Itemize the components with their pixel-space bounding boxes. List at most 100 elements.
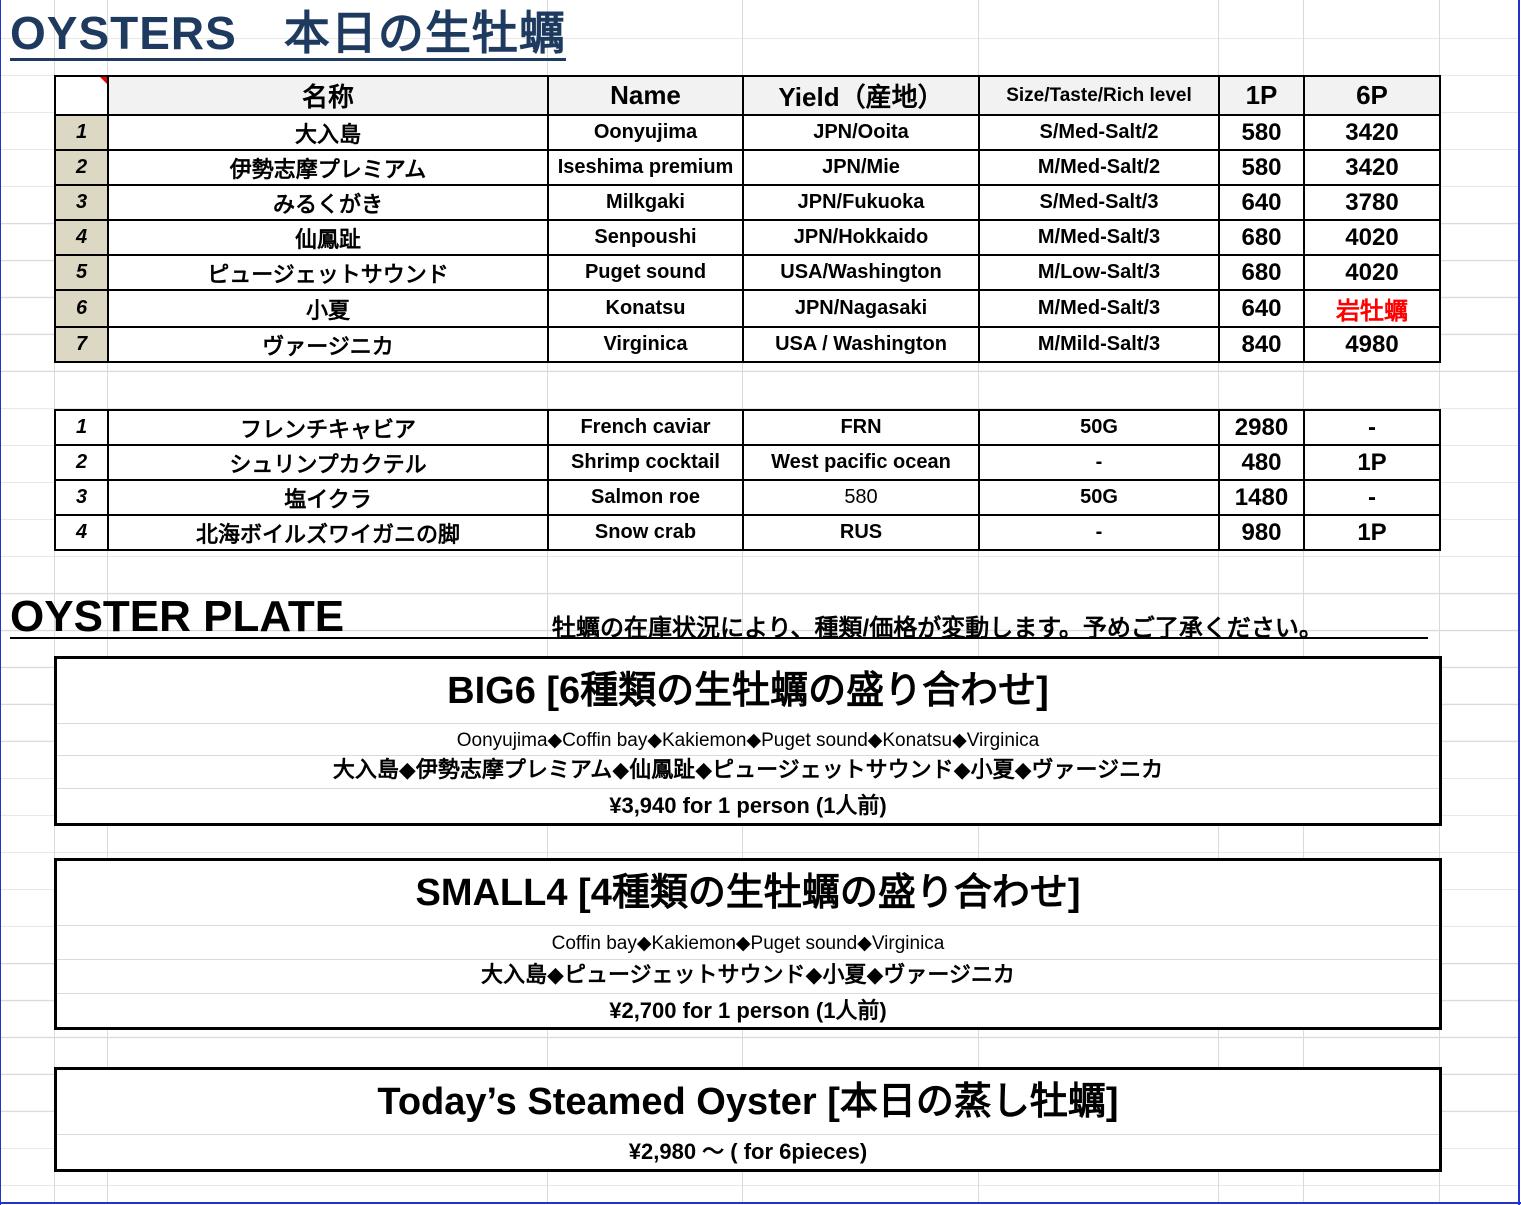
gridline [1218,0,1219,1203]
table-header-row: 名称 Name Yield（産地） Size/Taste/Rich level … [54,75,1441,116]
window-border [1518,0,1520,1205]
item-name-jp[interactable]: フレンチキャビア [107,409,549,446]
origin[interactable]: FRN [742,409,980,446]
plate-title: SMALL4 [4種類の生牡蠣の盛り合わせ] [57,861,1439,926]
origin[interactable]: USA/Washington [742,254,980,291]
size-taste[interactable]: M/Med-Salt/2 [978,149,1220,186]
size-taste[interactable]: M/Med-Salt/3 [978,289,1220,328]
price-6p[interactable]: 1P [1303,514,1441,551]
item-name-jp[interactable]: ピュージェットサウンド [107,254,549,291]
price-1p[interactable]: 840 [1218,326,1305,363]
row-number[interactable]: 4 [54,514,109,551]
price-1p[interactable]: 680 [1218,254,1305,291]
price-1p[interactable]: 480 [1218,444,1305,481]
item-name-jp[interactable]: 塩イクラ [107,479,549,516]
price-1p[interactable]: 2980 [1218,409,1305,446]
price-6p[interactable]: 岩牡蠣 [1303,289,1441,328]
price-6p[interactable]: - [1303,479,1441,516]
gridline [107,0,108,1203]
size-taste[interactable]: S/Med-Salt/2 [978,114,1220,151]
table-row: 4 北海ボイルズワイガニの脚 Snow crab RUS -980 1P [54,514,1441,551]
item-name-en[interactable]: Virginica [547,326,744,363]
header-cell[interactable]: Yield（産地） [742,75,980,116]
gridline [978,0,979,1203]
table-row: 2 伊勢志摩プレミアム Iseshima premium JPN/Mie M/Med-S… [54,149,1441,186]
table-row: 3 みるくがき Milkgaki JPN/Fukuoka S/Med-Salt/3 640… [54,184,1441,221]
price-6p[interactable]: 4980 [1303,326,1441,363]
origin[interactable]: JPN/Mie [742,149,980,186]
row-number[interactable]: 4 [54,219,109,256]
item-name-en[interactable]: Snow crab [547,514,744,551]
item-name-en[interactable]: Salmon roe [547,479,744,516]
origin[interactable]: JPN/Hokkaido [742,219,980,256]
row-number[interactable]: 7 [54,326,109,363]
plate-price: ¥3,940 for 1 person (1人前) [609,793,887,818]
gridline [547,0,548,1203]
item-name-jp[interactable]: 伊勢志摩プレミアム [107,149,549,186]
origin[interactable]: USA / Washington [742,326,980,363]
price-1p[interactable]: 980 [1218,514,1305,551]
origin[interactable]: JPN/Fukuoka [742,184,980,221]
table-row: 3 塩イクラ Salmon roe 580 50G 1480- [54,479,1441,516]
header-cell[interactable]: Size/Taste/Rich level [978,75,1220,116]
size-taste[interactable]: M/Med-Salt/3 [978,219,1220,256]
price-6p[interactable]: 4020 [1303,254,1441,291]
item-name-en[interactable]: French caviar [547,409,744,446]
size-taste[interactable]: M/Mild-Salt/3 [978,326,1220,363]
item-name-en[interactable]: Shrimp cocktail [547,444,744,481]
price-6p[interactable]: 3420 [1303,149,1441,186]
size-taste[interactable]: - [978,514,1220,551]
price-6p[interactable]: 1P [1303,444,1441,481]
price-6p[interactable]: 4020 [1303,219,1441,256]
item-name-en[interactable]: Milkgaki [547,184,744,221]
size-taste[interactable]: S/Med-Salt/3 [978,184,1220,221]
header-cell[interactable]: 6P [1303,75,1441,116]
row-number[interactable]: 3 [54,479,109,516]
plate-title: Today’s Steamed Oyster [本日の蒸し牡蠣] [57,1070,1439,1135]
item-name-jp[interactable]: みるくがき [107,184,549,221]
item-name-jp[interactable]: 大入島 [107,114,549,151]
header-cell[interactable]: 名称 [107,75,549,116]
plate-title: BIG6 [6種類の生牡蠣の盛り合わせ] [57,659,1439,724]
price-1p[interactable]: 680 [1218,219,1305,256]
header-cell[interactable]: Name [547,75,744,116]
size-taste[interactable]: 50G [978,479,1220,516]
origin[interactable]: West pacific ocean [742,444,980,481]
origin[interactable]: JPN/Ooita [742,114,980,151]
price-6p[interactable]: 3420 [1303,114,1441,151]
size-taste[interactable]: 50G [978,409,1220,446]
price-1p[interactable]: 580 [1218,149,1305,186]
size-taste[interactable]: M/Low-Salt/3 [978,254,1220,291]
price-6p[interactable]: - [1303,409,1441,446]
item-name-jp[interactable]: 仙鳳趾 [107,219,549,256]
row-number[interactable]: 5 [54,254,109,291]
item-name-en[interactable]: Iseshima premium [547,149,744,186]
origin[interactable]: RUS [742,514,980,551]
origin[interactable]: 580 [742,479,980,516]
item-name-jp[interactable]: シュリンプカクテル [107,444,549,481]
item-name-jp[interactable]: ヴァージニカ [107,326,549,363]
row-number[interactable]: 3 [54,184,109,221]
item-name-jp[interactable]: 小夏 [107,289,549,328]
window-border [0,1202,1521,1204]
plate-items-en: Coffin bay◆Kakiemon◆Puget sound◆Virginic… [57,926,1439,960]
row-number[interactable]: 2 [54,149,109,186]
row-number[interactable]: 2 [54,444,109,481]
row-number[interactable]: 1 [54,114,109,151]
item-name-en[interactable]: Konatsu [547,289,744,328]
price-1p[interactable]: 640 [1218,289,1305,328]
price-6p[interactable]: 3780 [1303,184,1441,221]
header-cell[interactable]: 1P [1218,75,1305,116]
price-1p[interactable]: 1480 [1218,479,1305,516]
row-number[interactable]: 6 [54,289,109,328]
size-taste[interactable]: - [978,444,1220,481]
header-cell[interactable] [54,75,109,116]
item-name-en[interactable]: Oonyujima [547,114,744,151]
origin[interactable]: JPN/Nagasaki [742,289,980,328]
item-name-en[interactable]: Puget sound [547,254,744,291]
item-name-en[interactable]: Senpoushi [547,219,744,256]
price-1p[interactable]: 640 [1218,184,1305,221]
row-number[interactable]: 1 [54,409,109,446]
price-1p[interactable]: 580 [1218,114,1305,151]
item-name-jp[interactable]: 北海ボイルズワイガニの脚 [107,514,549,551]
